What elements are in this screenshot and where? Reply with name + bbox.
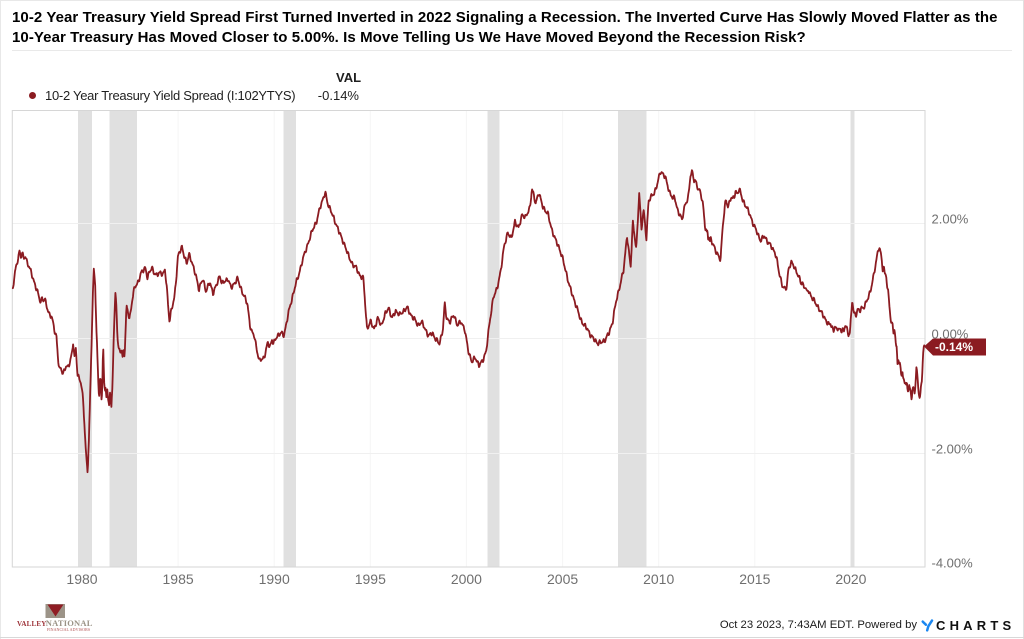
- svg-text:NATIONAL: NATIONAL: [46, 618, 93, 628]
- svg-text:-2.00%: -2.00%: [932, 442, 974, 457]
- svg-text:-4.00%: -4.00%: [932, 556, 974, 571]
- svg-text:VALLEY: VALLEY: [17, 620, 46, 628]
- svg-text:1980: 1980: [66, 571, 97, 587]
- svg-text:1995: 1995: [355, 571, 386, 587]
- svg-text:2015: 2015: [739, 571, 770, 587]
- svg-text:FINANCIAL ADVISORS: FINANCIAL ADVISORS: [47, 627, 90, 632]
- svg-text:1990: 1990: [259, 571, 290, 587]
- svg-text:2005: 2005: [547, 571, 578, 587]
- svg-text:2010: 2010: [643, 571, 674, 587]
- svg-text:2.00%: 2.00%: [932, 212, 969, 227]
- svg-text:2020: 2020: [835, 571, 866, 587]
- svg-text:-0.14%: -0.14%: [935, 340, 973, 354]
- svg-text:0.00%: 0.00%: [932, 327, 969, 342]
- svg-text:2000: 2000: [451, 571, 482, 587]
- svg-text:1985: 1985: [163, 571, 194, 587]
